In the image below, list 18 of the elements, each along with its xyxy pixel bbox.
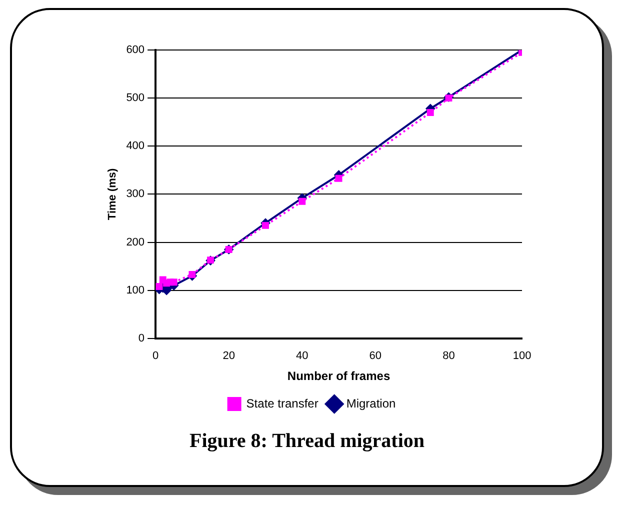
- y-tick-label: 300: [126, 188, 145, 200]
- y-axis-title: Time (ms): [106, 168, 119, 220]
- y-tick-label: 600: [126, 44, 145, 56]
- x-tick-label: 60: [369, 350, 382, 362]
- y-tick-label: 400: [126, 140, 145, 152]
- y-tick-label: 500: [126, 92, 145, 104]
- text: Figure 8: Thread migration: [188, 430, 426, 453]
- x-tick-label: 40: [296, 350, 308, 362]
- legend-label: State transfer: [246, 396, 318, 410]
- x-axis-title: Number of frames: [287, 369, 390, 384]
- y-tick-label: 0: [138, 332, 145, 344]
- legend-label: Migration: [346, 396, 396, 410]
- x-tick-label: 100: [512, 350, 532, 362]
- y-tick-label: 200: [126, 236, 145, 248]
- x-tick-label: 80: [442, 350, 455, 362]
- x-tick-label: 0: [152, 350, 159, 362]
- y-tick-label: 100: [126, 284, 145, 296]
- x-tick-label: 20: [222, 350, 235, 362]
